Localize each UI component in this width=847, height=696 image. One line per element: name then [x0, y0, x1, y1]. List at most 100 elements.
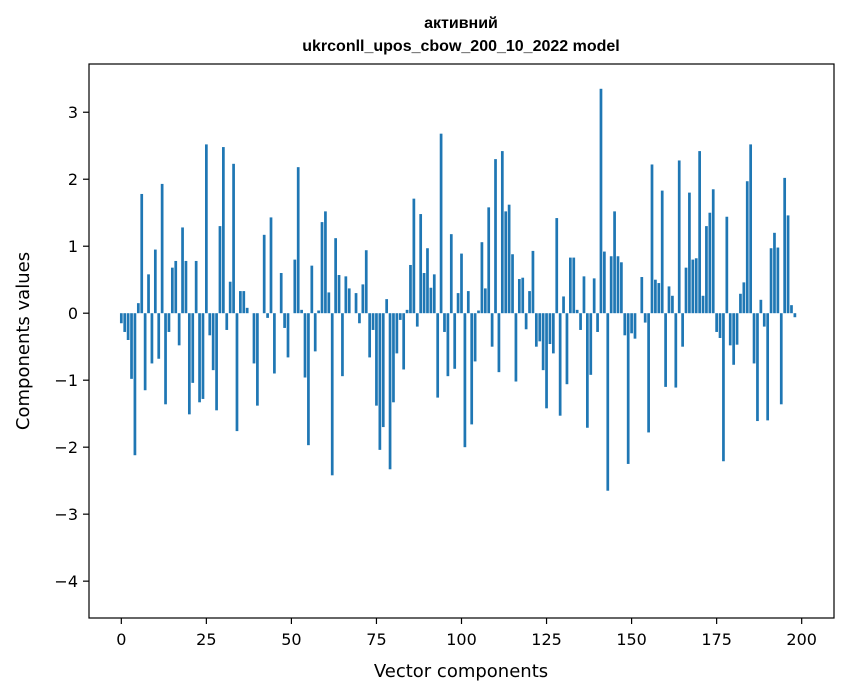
bar-49	[286, 313, 290, 358]
bar-89	[422, 273, 426, 314]
bar-187	[756, 313, 759, 422]
bar-72	[364, 250, 368, 314]
bar-143	[606, 313, 610, 491]
bar-56	[310, 265, 314, 314]
bar-35	[239, 291, 242, 314]
bar-26	[208, 313, 212, 336]
bar-110	[494, 159, 497, 314]
bar-30	[222, 147, 225, 314]
bar-58	[317, 310, 320, 314]
bar-113	[504, 211, 508, 314]
bar-54	[303, 313, 307, 378]
bar-74	[371, 313, 375, 330]
bar-62	[330, 313, 334, 476]
bar-1	[123, 313, 127, 332]
bar-162	[671, 295, 674, 314]
bar-105	[477, 310, 480, 314]
bar-170	[698, 151, 701, 314]
bar-87	[415, 313, 419, 327]
bar-44	[269, 217, 273, 314]
bar-111	[497, 313, 501, 373]
bar-124	[541, 313, 545, 371]
bar-4	[133, 313, 137, 456]
bar-100	[460, 253, 463, 314]
x-tick-label: 150	[616, 630, 647, 649]
y-tick-label: 0	[68, 304, 78, 323]
bar-98	[453, 313, 457, 369]
bar-76	[378, 313, 382, 450]
bar-126	[548, 313, 552, 345]
bar-145	[613, 211, 616, 314]
bar-161	[667, 286, 671, 314]
bar-7	[143, 313, 147, 391]
bar-83	[402, 313, 406, 370]
bar-27	[211, 313, 215, 371]
bar-6	[140, 193, 144, 314]
bar-47	[279, 273, 283, 314]
bar-197	[790, 305, 793, 314]
bar-198	[793, 313, 797, 318]
bar-196	[786, 215, 790, 314]
bar-153	[640, 277, 644, 314]
bar-29	[218, 226, 222, 314]
bar-128	[555, 218, 559, 314]
bar-90	[426, 248, 429, 314]
x-axis-ticks: 0 25 50 75 100 125 150 175 200	[116, 618, 817, 649]
bar-184	[745, 181, 749, 314]
bar-127	[551, 313, 555, 354]
bar-176	[718, 313, 722, 338]
bar-156	[650, 164, 654, 314]
bar-55	[307, 313, 310, 446]
bar-151	[633, 313, 637, 339]
bar-10	[153, 249, 157, 314]
bar-185	[749, 144, 753, 314]
bar-109	[490, 313, 494, 347]
y-tick-label: 2	[68, 170, 78, 189]
bar-73	[368, 313, 372, 358]
bar-155	[647, 313, 650, 433]
bar-5	[136, 303, 140, 314]
bar-140	[596, 313, 599, 332]
bar-134	[575, 309, 579, 314]
bar-88	[419, 214, 423, 314]
bar-180	[732, 313, 736, 365]
y-axis-ticks: 3 2 1 0 −1 −2 −3 −4	[54, 103, 89, 591]
bar-181	[735, 313, 739, 345]
bar-125	[545, 313, 548, 409]
bar-75	[375, 313, 378, 406]
bar-92	[432, 274, 436, 314]
y-tick-label: −1	[54, 371, 78, 390]
bar-36	[242, 291, 246, 314]
bar-71	[361, 284, 365, 314]
bar-107	[483, 288, 487, 314]
bar-167	[688, 192, 691, 314]
bar-21	[191, 313, 195, 383]
bar-0	[119, 313, 123, 324]
bar-189	[762, 313, 766, 327]
x-tick-label: 200	[786, 630, 817, 649]
bar-119	[524, 313, 528, 330]
bar-178	[725, 216, 729, 314]
bar-40	[256, 313, 259, 406]
bar-17	[177, 313, 181, 346]
bar-193	[776, 247, 780, 314]
bar-190	[766, 313, 770, 421]
y-tick-label: −3	[54, 505, 78, 524]
bar-32	[228, 281, 232, 314]
bar-13	[164, 313, 167, 405]
bar-123	[538, 313, 542, 342]
bar-192	[773, 232, 776, 314]
bar-95	[443, 313, 446, 332]
bar-137	[586, 313, 589, 428]
bar-194	[779, 313, 783, 405]
bar-157	[654, 279, 657, 314]
bar-165	[681, 313, 684, 347]
x-tick-label: 100	[446, 630, 477, 649]
bar-33	[232, 163, 235, 314]
bar-177	[722, 313, 725, 462]
x-tick-label: 125	[531, 630, 562, 649]
bar-25	[205, 144, 208, 314]
bar-120	[528, 291, 531, 314]
